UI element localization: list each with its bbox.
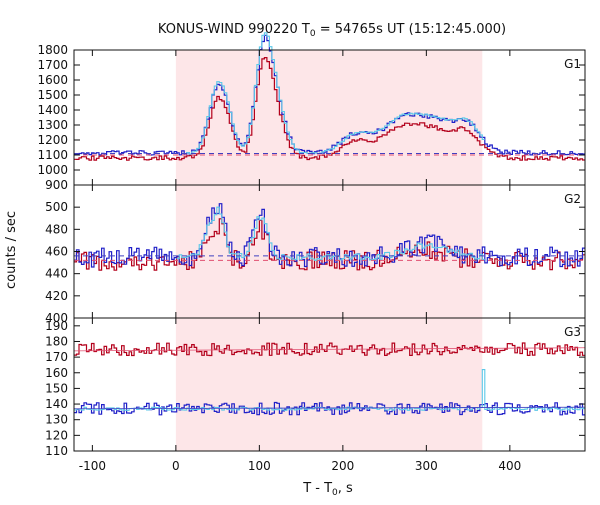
x-tick-label: 400: [498, 459, 521, 473]
x-tick-label: 300: [415, 459, 438, 473]
chart-title: KONUS-WIND 990220 T0 = 54765s UT (15:12:…: [158, 22, 506, 39]
y-tick-label-G2: 440: [45, 267, 68, 281]
plot-layer: 900100011001200130014001500160017001800G…: [37, 32, 586, 473]
series-red-G3: [74, 342, 585, 357]
y-tick-label-G1: 1700: [37, 58, 68, 72]
y-tick-label-G3: 170: [45, 350, 68, 364]
x-tick-label: 200: [331, 459, 354, 473]
series-cyan-G1: [184, 32, 485, 155]
y-tick-label-G3: 160: [45, 366, 68, 380]
y-tick-label-G1: 900: [45, 178, 68, 192]
y-tick-label-G3: 120: [45, 428, 68, 442]
y-tick-label-G2: 480: [45, 222, 68, 236]
y-tick-label-G3: 180: [45, 334, 68, 348]
y-tick-label-G2: 400: [45, 311, 68, 325]
y-tick-label-G2: 460: [45, 245, 68, 259]
y-tick-label-G1: 1100: [37, 148, 68, 162]
x-axis-title: T - T0, s: [302, 481, 353, 498]
panel-label-G1: G1: [564, 57, 581, 71]
panel-label-G2: G2: [564, 192, 581, 206]
y-tick-label-G1: 1300: [37, 118, 68, 132]
fit-line-red-G3: [73, 347, 586, 352]
y-tick-label-G3: 150: [45, 381, 68, 395]
y-axis-title: counts / sec: [4, 211, 19, 289]
y-tick-label-G2: 420: [45, 289, 68, 303]
y-tick-label-G3: 130: [45, 413, 68, 427]
panel-label-G3: G3: [564, 325, 581, 339]
burst-interval-shade: [175, 50, 483, 451]
y-tick-label-G2: 500: [45, 200, 68, 214]
y-tick-label-G3: 110: [45, 444, 68, 458]
series-cyan-G2: [176, 206, 485, 261]
y-tick-label-G1: 1400: [37, 103, 68, 117]
y-tick-label-G1: 1200: [37, 133, 68, 147]
x-tick-label: -100: [79, 459, 106, 473]
y-tick-label-G1: 1000: [37, 163, 68, 177]
y-tick-label-G1: 1600: [37, 73, 68, 87]
fit-line-blue-G3: [73, 406, 586, 410]
y-tick-label-G3: 190: [45, 319, 68, 333]
panel-frame-G3: [73, 317, 586, 452]
y-tick-label-G1: 1800: [37, 43, 68, 57]
x-tick-label: 100: [248, 459, 271, 473]
x-tick-label: 0: [172, 459, 180, 473]
y-tick-label-G1: 1500: [37, 88, 68, 102]
y-tick-label-G3: 140: [45, 397, 68, 411]
